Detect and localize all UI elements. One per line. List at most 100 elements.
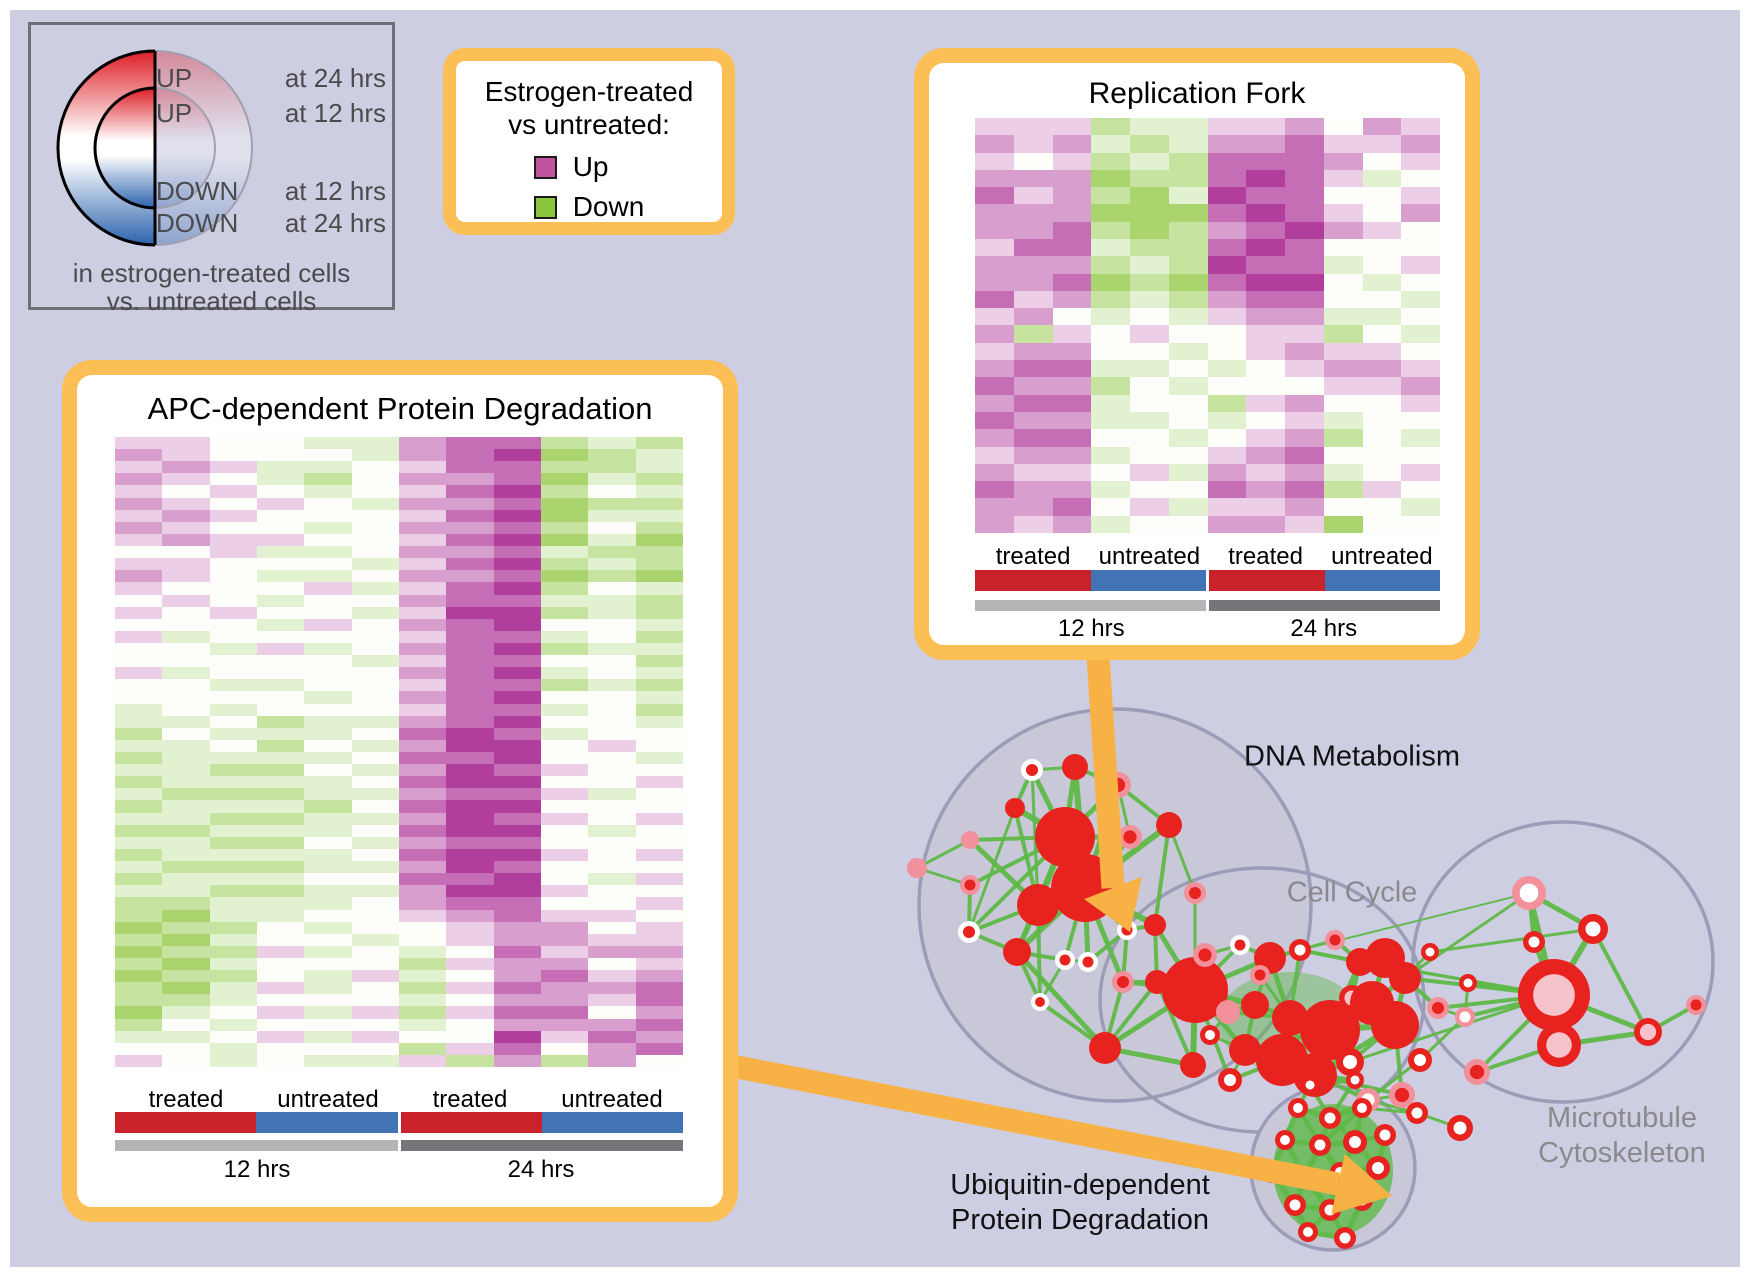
heatmap-cell [209, 546, 257, 559]
heatmap-cell [398, 691, 447, 704]
heatmap-cell [446, 812, 494, 825]
heatmap-cell [1052, 429, 1092, 447]
heatmap-cell [446, 776, 494, 789]
color-key-title: Estrogen-treated vs untreated: [456, 75, 722, 141]
heatmap-cell [351, 606, 399, 619]
heatmap-cell [975, 429, 1014, 447]
heatmap-cell [398, 752, 447, 765]
heatmap-cell [398, 982, 447, 995]
heatmap-cell [1323, 152, 1363, 170]
heatmap-cell [635, 776, 683, 789]
heatmap-cell [975, 256, 1014, 274]
heatmap-cell [1207, 118, 1247, 136]
heatmap-cell [1362, 498, 1402, 516]
heatmap-cell [635, 594, 683, 607]
heatmap-cell [1362, 169, 1402, 188]
heatmap-cell [1401, 342, 1440, 361]
heatmap-cell [398, 788, 447, 801]
heatmap-cell [635, 812, 683, 825]
heatmap-cell [446, 618, 494, 631]
heatmap-cell [540, 885, 589, 898]
heatmap-cell [256, 667, 305, 680]
heatmap-cell [1246, 515, 1285, 533]
heatmap-cell [398, 1018, 447, 1031]
heatmap-cell [256, 933, 305, 946]
heatmap-cell [540, 594, 589, 607]
heatmap-cell [635, 667, 683, 680]
heatmap-cell [588, 546, 636, 559]
heatmap-cell [493, 897, 541, 910]
heatmap-cell [540, 715, 589, 728]
treatment-group-label: treated [995, 543, 1071, 570]
heatmap-cell [446, 1030, 494, 1043]
heatmap-cell [493, 606, 541, 619]
heatmap-cell [1091, 256, 1130, 274]
heatmap-cell [304, 921, 352, 934]
heatmap-cell [975, 239, 1014, 257]
heatmap-cell [256, 812, 305, 825]
heatmap-cell [540, 764, 589, 777]
heatmap-cell [1207, 239, 1247, 257]
heatmap-cell [1246, 239, 1285, 257]
heatmap-cell [1091, 429, 1130, 447]
heatmap-cell [1091, 411, 1130, 430]
heatmap-cell [493, 885, 541, 898]
heatmap-cell [398, 437, 447, 450]
ring-legend-box: UP at 24 hrs UP at 12 hrs DOWN at 12 hrs… [28, 22, 395, 316]
heatmap-cell [209, 679, 257, 692]
heatmap-cell [1091, 152, 1130, 170]
heatmap-cell [493, 642, 541, 656]
heatmap-cell [446, 1054, 494, 1067]
time-bar [975, 600, 1206, 611]
heatmap-cell [1401, 290, 1440, 309]
heatmap-cell [115, 800, 163, 813]
heatmap-cell [398, 667, 447, 680]
heatmap-cell [540, 909, 589, 922]
heatmap-cell [304, 691, 352, 704]
time-labels: 12 hrs 24 hrs [975, 615, 1440, 643]
heatmap-cell [351, 764, 399, 777]
heatmap-cell [1130, 187, 1169, 205]
heatmap-cell [1091, 118, 1130, 136]
heatmap-cell [115, 606, 163, 619]
heatmap-cell [540, 606, 589, 619]
cluster-label: Ubiquitin-dependent Protein Degradation [950, 1169, 1210, 1236]
heatmap-cell [115, 861, 163, 874]
heatmap-cell [1013, 290, 1053, 309]
heatmap-cell [446, 642, 494, 656]
heatmap-cell [351, 921, 399, 934]
heatmap-cell [209, 994, 257, 1007]
direction-label: UP [156, 63, 193, 93]
heatmap-cell [1168, 446, 1208, 464]
treatment-group-label: untreated [277, 1086, 379, 1113]
heatmap-cell [162, 533, 210, 547]
heatmap-cell [1323, 325, 1363, 343]
heatmap-cell [1207, 169, 1247, 188]
heatmap-cell [588, 873, 636, 886]
heatmap-cell [398, 836, 447, 849]
heatmap-cell [1362, 325, 1402, 343]
heatmap-cell [115, 1006, 163, 1019]
heatmap-cell [1207, 498, 1247, 516]
heatmap-cell [351, 533, 399, 547]
heatmap-cell [635, 1054, 683, 1067]
heatmap-cell [493, 873, 541, 886]
heatmap-cell [256, 558, 305, 571]
heatmap-cell [446, 800, 494, 813]
heatmap-cell [493, 582, 541, 595]
heatmap-cell [635, 691, 683, 704]
heatmap-cell [1246, 377, 1285, 395]
heatmap-cell [162, 800, 210, 813]
heatmap-cell [398, 679, 447, 692]
heatmap-cell [256, 679, 305, 692]
heatmap-cell [209, 1054, 257, 1067]
heatmap-cell [1207, 273, 1247, 291]
heatmap-cell [209, 703, 257, 716]
heatmap-cell [1246, 394, 1285, 412]
heatmap-cell [540, 933, 589, 946]
heatmap-cell [209, 449, 257, 462]
heatmap-cell [304, 752, 352, 765]
heatmap-cell [446, 667, 494, 680]
heatmap-cell [635, 788, 683, 801]
heatmap-cell [1207, 342, 1247, 361]
